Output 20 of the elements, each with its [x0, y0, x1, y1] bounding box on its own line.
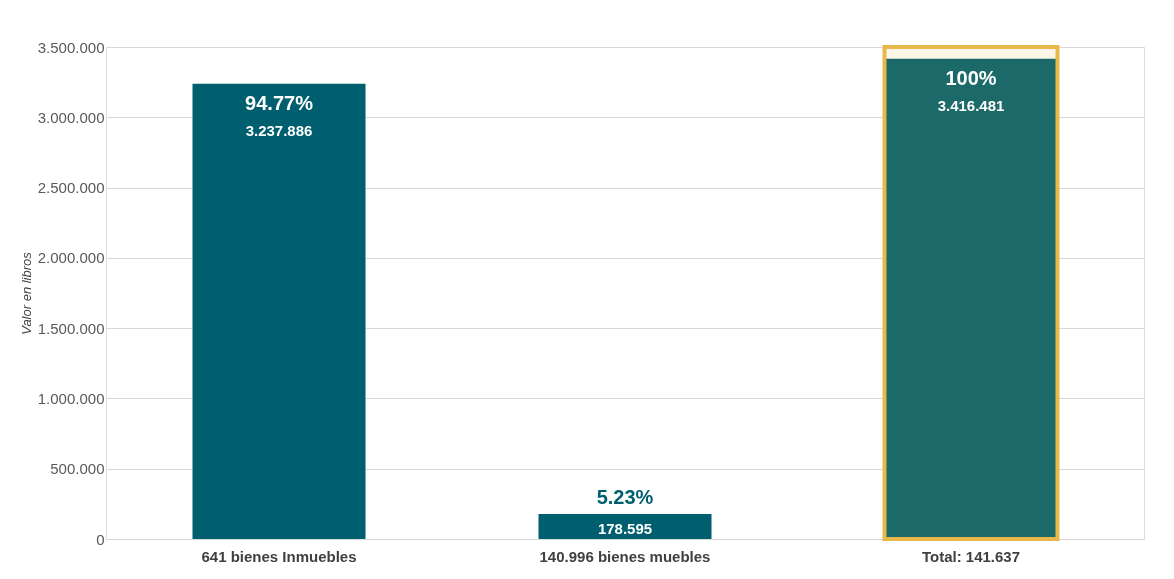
y-tick-label: 3.000.000 [37, 108, 105, 126]
x-tick-label: Total: 141.637 [921, 547, 1021, 565]
annotation: 94.77% [245, 91, 314, 114]
y-tick-label: 2.500.000 [37, 179, 105, 197]
y-tick-label: 0 [96, 530, 105, 548]
y-tick-label: 1.500.000 [37, 319, 105, 337]
data-label: 3.237.886 [245, 121, 313, 139]
data-label: 3.416.481 [937, 96, 1005, 114]
x-tick-label: 140.996 bienes muebles [539, 547, 711, 565]
bar [192, 83, 366, 539]
y-tick-label: 500.000 [50, 460, 105, 478]
y-tick-label: 2.000.000 [37, 249, 105, 267]
data-label: 178.595 [597, 519, 653, 537]
annotation: 5.23% [596, 485, 654, 508]
y-tick-label: 3.500.000 [37, 38, 105, 56]
bar [538, 513, 712, 539]
y-tick-label: 1.000.000 [37, 389, 105, 407]
x-tick-label: 641 bienes Inmuebles [201, 547, 357, 565]
annotation: 100% [945, 66, 997, 89]
y-axis-title: Valor en libros [18, 251, 34, 335]
